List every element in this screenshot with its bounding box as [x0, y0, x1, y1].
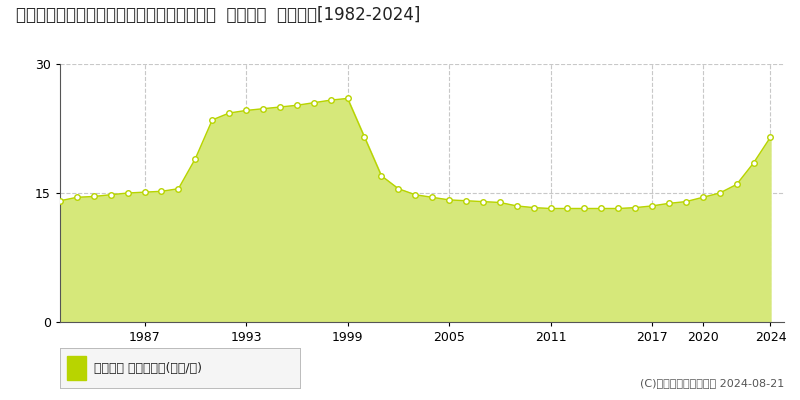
- Text: 地価公示 平均坪単価(万円/坪): 地価公示 平均坪単価(万円/坪): [94, 362, 202, 374]
- Text: 北海道札幌市北区篠路１条３丁目１番５０外  地価公示  地価推移[1982-2024]: 北海道札幌市北区篠路１条３丁目１番５０外 地価公示 地価推移[1982-2024…: [16, 6, 420, 24]
- FancyBboxPatch shape: [67, 356, 86, 380]
- Text: (C)土地価格ドットコム 2024-08-21: (C)土地価格ドットコム 2024-08-21: [640, 378, 784, 388]
